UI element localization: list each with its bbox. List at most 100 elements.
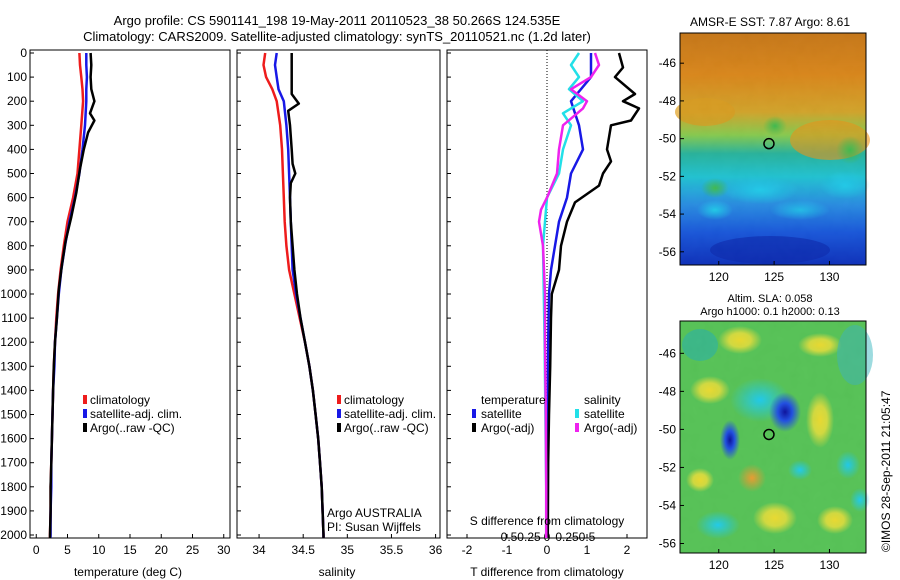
- legend-label-s-argo: Argo(-adj): [584, 421, 637, 435]
- salinity-series-lines: [262, 52, 325, 538]
- s-diff-tick-label: 0.5: [579, 530, 596, 544]
- map-lat-tick-label: -52: [659, 460, 677, 474]
- legend-label-satellite: satellite-adj. clim.: [344, 407, 436, 421]
- map-lat-tick-label: -54: [659, 207, 677, 221]
- map-lon-tick-label: 130: [819, 558, 839, 572]
- temperature-series-lines: [48, 52, 96, 538]
- x-tick-label: 35.5: [380, 543, 404, 557]
- depth-axis-ticks: 0 100 200 300 400 500 600 700 800 900 1000 1100 1200…: [0, 46, 34, 542]
- x-tick-label: 30: [217, 543, 231, 557]
- x-tick-label: 36: [429, 543, 443, 557]
- depth-tick-label: 1000: [0, 287, 27, 301]
- depth-tick-label: 200: [7, 94, 27, 108]
- legend-swatch-climatology: [337, 395, 341, 404]
- depth-tick-label: 1200: [0, 335, 27, 349]
- series-line-climatology: [48, 52, 85, 538]
- depth-tick-label: 600: [7, 191, 27, 205]
- depth-tick-label: 2000: [0, 528, 27, 542]
- sst-heatmap: [675, 33, 870, 265]
- salinity-axis-label: salinity: [319, 565, 356, 579]
- legend-label-argo: Argo(..raw -QC): [90, 421, 175, 435]
- depth-tick-label: 1400: [0, 383, 27, 397]
- x-tick-label: 35: [341, 543, 355, 557]
- x-tick-label: 1: [584, 543, 591, 557]
- argo-program-label: Argo AUSTRALIA: [327, 506, 422, 520]
- temperature-panel: 0100200300400500600700800900100011001200…: [0, 46, 230, 579]
- series-line-argo-raw-qc: [286, 53, 325, 538]
- map-lon-tick-label: 125: [764, 270, 784, 284]
- legend-label-t-satellite: satellite: [481, 407, 522, 421]
- depth-tick-label: 900: [7, 263, 27, 277]
- legend-swatch-argo: [337, 423, 341, 432]
- map-lon-tick-label: 120: [709, 270, 729, 284]
- x-tick-label: 15: [123, 543, 137, 557]
- figure-title-line1: Argo profile: CS 5901141_198 19-May-2011…: [114, 13, 561, 28]
- x-tick-label: -1: [502, 543, 513, 557]
- s-diff-tick-label: -0.25: [513, 530, 541, 544]
- legend-header-salinity: salinity: [584, 393, 621, 407]
- series-line-t-satellite: [546, 53, 593, 538]
- sla-map-panel: Altim. SLA: 0.058 Argo h1000: 0.1 h2000:…: [659, 293, 873, 572]
- legend-swatch-satellite: [337, 409, 341, 418]
- depth-tick-label: 0: [20, 46, 27, 60]
- sst-map-frame: [679, 32, 867, 266]
- legend-label-climatology: climatology: [90, 393, 150, 407]
- s-difference-axis-label: S difference from climatology: [470, 514, 625, 528]
- legend-label-satellite: satellite-adj. clim.: [90, 407, 182, 421]
- map-lat-tick-label: -50: [659, 422, 677, 436]
- x-tick-label: 10: [92, 543, 106, 557]
- t-difference-axis-label: T difference from climatology: [470, 565, 624, 579]
- map-lat-tick-label: -48: [659, 384, 677, 398]
- salinity-legend: climatology satellite-adj. clim. Argo(..…: [337, 393, 436, 435]
- depth-tick-label: 100: [7, 70, 27, 84]
- difference-legend: temperature salinity satellite Argo(-adj…: [472, 393, 637, 435]
- salinity-panel: 34 34.5 35 35.5 36 climatology satellite-adj…: [236, 49, 443, 579]
- temperature-axis-ticks: 0 5 10 15 20 25 30: [33, 534, 231, 557]
- sla-argo-position-marker: [763, 428, 775, 441]
- imos-timestamp-stamp: ©IMOS 28-Sep-2011 21:05:47: [879, 390, 893, 552]
- map-lat-tick-label: -54: [659, 498, 677, 512]
- map-lon-tick-label: 125: [764, 558, 784, 572]
- depth-tick-label: 1900: [0, 504, 27, 518]
- sst-argo-position-marker: [763, 137, 775, 150]
- figure-title-line2: Climatology: CARS2009. Satellite-adjuste…: [83, 29, 591, 44]
- difference-depth-ticks: [447, 52, 451, 536]
- salinity-axes-frame: [236, 49, 441, 539]
- sla-map-subtitle: Argo h1000: 0.1 h2000: 0.13: [700, 306, 839, 318]
- s-difference-axis-ticks: -0.5-0.25 0 0.25 0.5: [497, 530, 596, 544]
- legend-swatch-climatology: [83, 395, 87, 404]
- depth-tick-label: 500: [7, 167, 27, 181]
- legend-swatch-t-satellite: [472, 409, 476, 418]
- sla-map-frame: [679, 320, 867, 554]
- legend-swatch-s-argo: [575, 423, 579, 432]
- legend-label-argo: Argo(..raw -QC): [344, 421, 429, 435]
- legend-label-climatology: climatology: [344, 393, 404, 407]
- map-lat-tick-label: -48: [659, 94, 677, 108]
- salinity-depth-ticks: [237, 52, 241, 536]
- legend-swatch-argo: [83, 423, 87, 432]
- depth-tick-label: 1700: [0, 456, 27, 470]
- s-diff-tick-label: -0.5: [497, 530, 518, 544]
- series-line-s-argo-adj: [537, 52, 601, 538]
- depth-tick-label: 700: [7, 215, 27, 229]
- map-lat-tick-label: -50: [659, 132, 677, 146]
- x-tick-label: 0: [544, 543, 551, 557]
- sla-heatmap: [680, 321, 873, 553]
- depth-tick-label: 1500: [0, 408, 27, 422]
- x-tick-label: 25: [186, 543, 200, 557]
- map-lat-tick-label: -52: [659, 169, 677, 183]
- x-tick-label: 0: [33, 543, 40, 557]
- legend-label-s-satellite: satellite: [584, 407, 625, 421]
- sla-map-title: Altim. SLA: 0.058: [728, 293, 813, 305]
- legend-label-t-argo: Argo(-adj): [481, 421, 534, 435]
- sla-map-ticks: 120 125 130 -46 -48 -50 -52 -54 -56: [659, 346, 840, 572]
- depth-tick-label: 1300: [0, 359, 27, 373]
- map-lon-tick-label: 130: [819, 270, 839, 284]
- legend-swatch-s-satellite: [575, 409, 579, 418]
- legend-swatch-t-argo: [472, 423, 476, 432]
- legend-swatch-satellite: [83, 409, 87, 418]
- x-tick-label: 2: [624, 543, 631, 557]
- x-tick-label: 20: [155, 543, 169, 557]
- depth-tick-label: 1800: [0, 480, 27, 494]
- series-line-t-argo-adj: [546, 52, 641, 538]
